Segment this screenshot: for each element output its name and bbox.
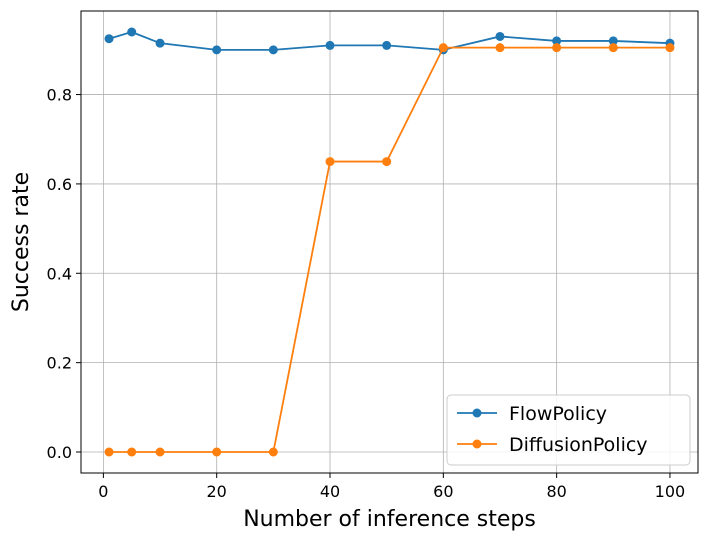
series-line: [108, 31, 670, 51]
data-point: [127, 27, 137, 37]
legend-marker: [472, 439, 482, 449]
data-point: [608, 36, 618, 46]
x-tick-label: 40: [320, 482, 340, 501]
series-flowpolicy: [104, 27, 675, 55]
y-tick-label: 0.6: [47, 175, 72, 194]
data-point: [382, 157, 392, 167]
data-point: [104, 34, 114, 44]
y-tick-label: 0.4: [47, 264, 72, 283]
data-point: [382, 40, 392, 50]
x-tick-label: 60: [433, 482, 453, 501]
y-axis-title: Success rate: [9, 172, 34, 312]
legend-label: DiffusionPolicy: [509, 434, 648, 456]
legend-box: [446, 394, 691, 466]
series-line: [109, 46, 670, 453]
legend-marker: [472, 408, 482, 418]
x-tick-label: 0: [98, 482, 108, 501]
legend-item-diffusionpolicy: DiffusionPolicy: [457, 434, 648, 456]
data-point: [155, 38, 165, 48]
plot-frame: [80, 10, 699, 474]
x-tick-label: 100: [655, 482, 686, 501]
data-point: [608, 43, 618, 53]
data-point: [268, 45, 278, 55]
data-point: [212, 45, 222, 55]
y-tick-label: 0.0: [47, 443, 72, 462]
data-point: [127, 447, 137, 457]
x-tick-label: 80: [546, 482, 566, 501]
data-point: [155, 447, 165, 457]
data-point: [665, 43, 675, 53]
data-point: [552, 43, 562, 53]
x-tick-label: 20: [207, 482, 227, 501]
data-point: [495, 31, 505, 41]
data-point: [325, 157, 335, 167]
legend: FlowPolicy DiffusionPolicy: [446, 394, 691, 466]
legend-label: FlowPolicy: [509, 403, 607, 425]
data-point: [104, 447, 114, 457]
data-point: [438, 43, 448, 53]
y-tick-label: 0.8: [47, 86, 72, 105]
ticks: 0 20 40 60 80 100 0.0 0.2 0.4 0.6 0.8: [47, 86, 686, 501]
data-point: [552, 36, 562, 46]
data-point: [268, 447, 278, 457]
series-layer: [104, 27, 675, 457]
data-point: [495, 43, 505, 53]
series-diffusionpolicy: [104, 43, 675, 457]
y-tick-label: 0.2: [47, 354, 72, 373]
legend-item-flowpolicy: FlowPolicy: [457, 403, 607, 425]
x-axis-title: Number of inference steps: [243, 507, 536, 532]
data-point: [325, 40, 335, 50]
data-point: [212, 447, 222, 457]
